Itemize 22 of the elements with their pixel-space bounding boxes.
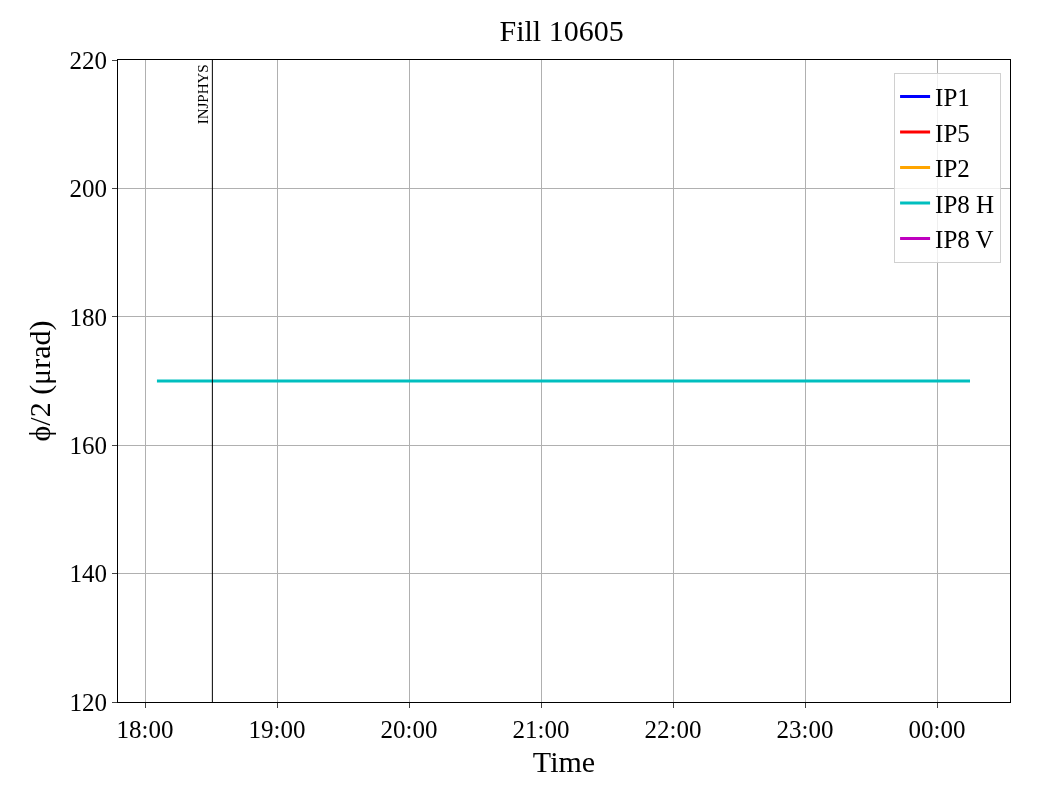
ref-line-label: INJPHYS [195,64,212,125]
legend-label: IP8 V [935,226,994,254]
y-tick-label: 140 [69,560,107,588]
chart-title: Fill 10605 [499,14,624,47]
y-tick-label: 180 [69,303,107,331]
legend-label: IP2 [935,155,970,183]
x-axis-title: Time [532,744,596,778]
legend-label: IP1 [935,84,970,112]
x-tick-label: 20:00 [380,716,438,743]
y-axis-title: ϕ/2 (μrad) [22,320,57,442]
y-tick-label: 220 [69,46,107,74]
x-tick-label: 18:00 [116,716,174,743]
legend-label: IP8 H [935,190,995,218]
x-tick-label: 22:00 [644,716,702,743]
y-tick-label: 160 [69,431,107,459]
y-tick-label: 200 [69,175,107,203]
x-tick-label: 19:00 [248,716,306,743]
legend-label: IP5 [935,119,970,147]
y-tick-label: 120 [69,688,107,716]
x-tick-label: 23:00 [776,716,834,743]
x-tick-label: 00:00 [908,716,966,743]
x-tick-label: 21:00 [512,716,570,743]
